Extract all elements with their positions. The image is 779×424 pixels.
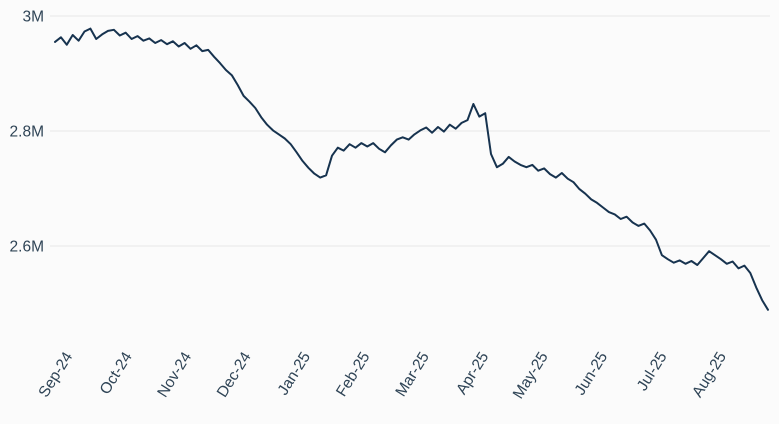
series-line: [54, 27, 769, 311]
x-axis-label: Jul-25: [634, 349, 671, 394]
x-axis-label: Feb-25: [333, 349, 373, 400]
x-axis-label: Mar-25: [392, 349, 432, 400]
x-axis-label: Oct-24: [97, 349, 136, 398]
x-axis-label: Aug-25: [689, 349, 730, 400]
x-axis-label: Jan-25: [275, 349, 315, 398]
x-axis-label: Jun-25: [572, 349, 612, 398]
x-axis-label: Apr-25: [453, 349, 492, 397]
x-axis-label: Sep-24: [35, 349, 76, 401]
x-axis-label: Dec-24: [214, 349, 255, 401]
y-axis-label: 3M: [22, 9, 44, 26]
x-axis-label: Nov-24: [154, 349, 195, 401]
x-axis-label: May-25: [510, 349, 552, 402]
y-axis-label: 2.6M: [10, 239, 44, 256]
y-axis-label: 2.8M: [10, 124, 44, 141]
